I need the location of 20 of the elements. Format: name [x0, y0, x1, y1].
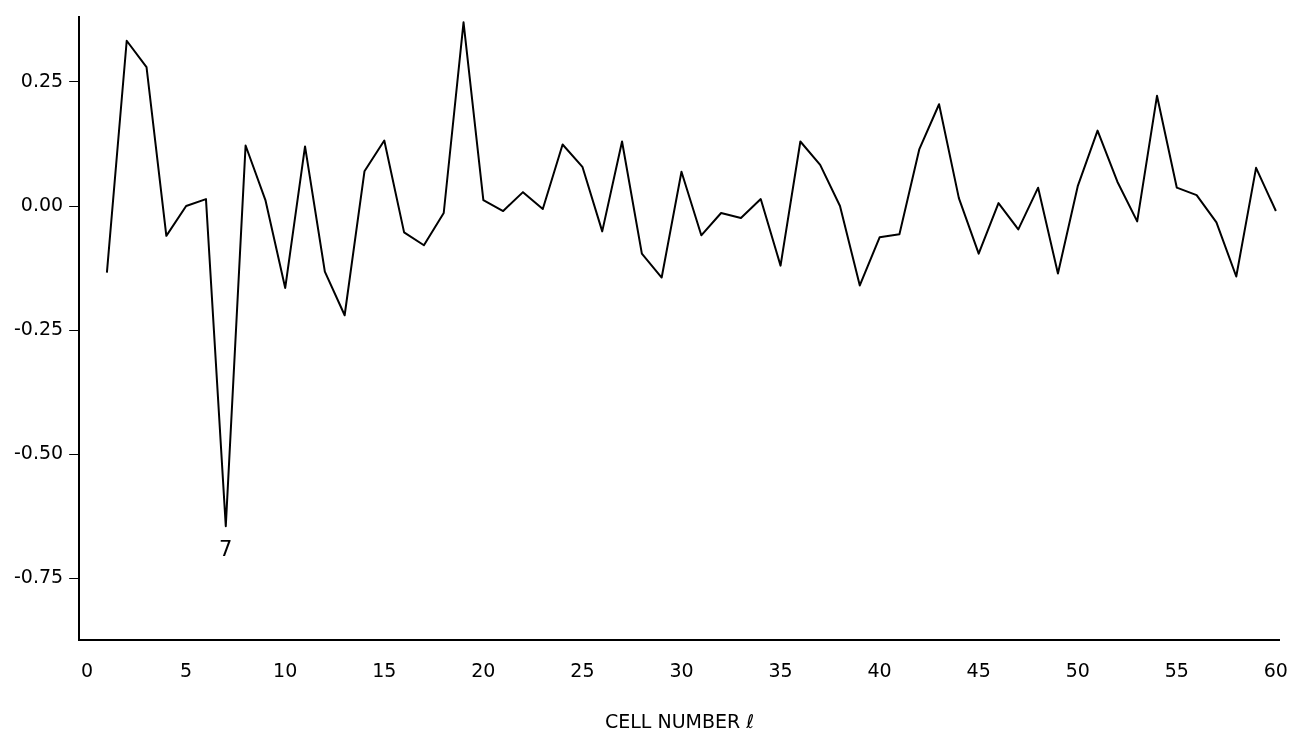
x-tick-label: 0 [81, 658, 94, 681]
x-tick-label: 60 [1263, 658, 1288, 681]
x-tick-label: 10 [273, 658, 298, 681]
y-tick-label: -0.25 [13, 317, 64, 340]
x-tick-label: 45 [966, 658, 991, 681]
y-tick-label: -0.50 [13, 441, 64, 464]
x-tick-label: 55 [1164, 658, 1189, 681]
y-tick-label: 0.25 [20, 68, 64, 91]
x-axis-title: CELL NUMBER ℓ [604, 709, 755, 732]
x-tick-label: 40 [867, 658, 892, 681]
x-tick-label: 20 [471, 658, 496, 681]
annotation: 7 [219, 537, 233, 562]
y-tick-label: -0.75 [13, 565, 64, 588]
x-tick-label: 15 [372, 658, 397, 681]
y-tick-label: 0.00 [20, 192, 64, 215]
x-tick-label: 35 [768, 658, 793, 681]
x-tick-label: 50 [1065, 658, 1090, 681]
x-tick-label: 5 [180, 658, 193, 681]
x-tick-label: 25 [570, 658, 595, 681]
x-tick-label: 30 [669, 658, 694, 681]
